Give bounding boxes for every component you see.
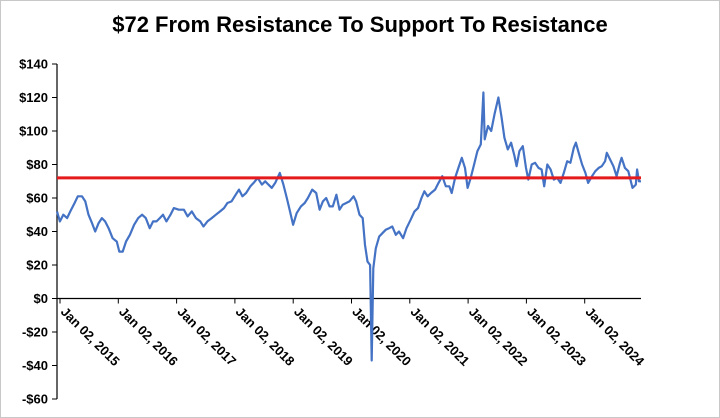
y-axis-ticks: -$60 -$40 -$20 $0 $20 $40 $60 $80 $100 $120 $140 — [19, 57, 57, 407]
x-tick-label: Jan 02, 2016 — [116, 304, 181, 369]
y-tick-label: $60 — [26, 191, 48, 206]
chart-title: $72 From Resistance To Support To Resist… — [112, 12, 608, 37]
y-tick-label: -$40 — [22, 358, 48, 373]
series-line — [55, 91, 641, 362]
y-tick-label: -$60 — [22, 392, 48, 407]
x-tick-label: Jan 02, 2017 — [174, 304, 239, 369]
x-tick-label: Jan 02, 2024 — [583, 304, 648, 369]
y-tick-label: $120 — [19, 90, 48, 105]
y-tick-label: $20 — [26, 258, 48, 273]
x-tick-label: Jan 02, 2021 — [408, 304, 473, 369]
x-tick-label: Jan 02, 2023 — [524, 304, 589, 369]
x-tick-label: Jan 02, 2020 — [349, 304, 414, 369]
y-tick-label: $40 — [26, 224, 48, 239]
x-tick-label: Jan 02, 2015 — [58, 304, 123, 369]
y-tick-label: $140 — [19, 57, 48, 72]
y-tick-label: -$20 — [22, 325, 48, 340]
x-tick-label: Jan 02, 2022 — [466, 304, 531, 369]
x-tick-label: Jan 02, 2018 — [233, 304, 298, 369]
x-tick-label: Jan 02, 2019 — [291, 304, 356, 369]
y-tick-label: $80 — [26, 157, 48, 172]
y-tick-label: $100 — [19, 124, 48, 139]
y-tick-label: $0 — [34, 291, 48, 306]
